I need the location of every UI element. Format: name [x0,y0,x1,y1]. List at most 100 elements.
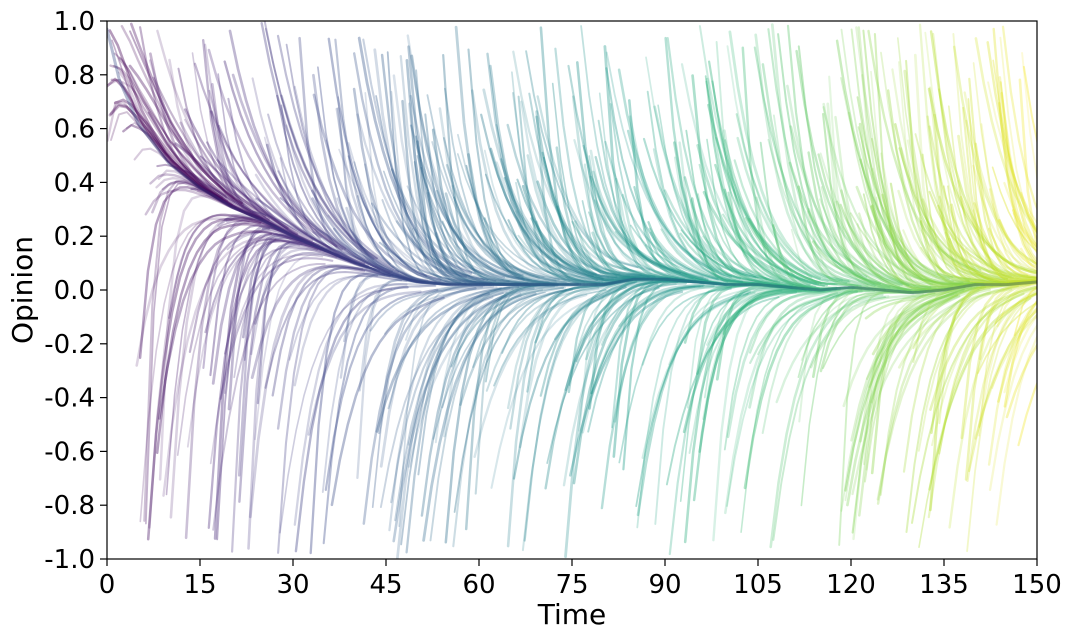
opinion-trajectory [848,111,962,286]
opinion-trajectory [621,193,736,286]
opinion-trajectory [967,98,1037,284]
opinion-trajectory [536,95,651,272]
opinion-trajectory [938,285,1037,455]
opinion-trajectory [457,153,571,279]
opinion-trajectory [457,133,571,282]
opinion-trajectory [554,279,668,341]
opinion-trajectory [426,192,541,286]
opinion-trajectory [870,70,984,290]
opinion-trajectory [769,293,884,549]
opinion-trajectory [609,103,723,285]
opinion-trajectory [250,265,366,379]
opinion-trajectory [871,285,987,356]
opinion-trajectory [364,92,478,286]
x-tick-label: 150 [1012,570,1062,600]
opinion-trajectory [929,285,1037,411]
opinion-trajectory [835,39,950,280]
opinion-trajectory [987,81,1037,225]
opinion-trajectory [840,77,954,278]
opinion-trajectory [1022,65,1037,146]
opinion-trajectory [707,103,821,280]
opinion-trajectory [247,242,362,550]
opinion-trajectory [583,163,698,284]
opinion-trajectory [897,189,1012,285]
opinion-trajectory [486,52,601,284]
opinion-trajectory [110,78,225,204]
opinion-trajectory [924,31,1037,280]
opinion-trajectory [811,240,927,292]
opinion-trajectory [648,227,763,285]
opinion-trajectory [541,151,656,278]
opinion-trajectory [407,45,522,286]
opinion-trajectory [663,189,778,283]
opinion-trajectory [1021,52,1037,183]
opinion-trajectory [378,241,493,284]
opinion-trajectory [929,280,1037,512]
opinion-trajectory [493,289,607,387]
opinion-trajectory [567,64,682,275]
opinion-trajectory [429,289,544,542]
opinion-trajectory [594,199,709,281]
opinion-trajectory [204,43,318,248]
opinion-trajectory [248,264,364,519]
opinion-trajectory [714,137,829,282]
opinion-trajectory [237,234,352,477]
opinion-trajectory [293,283,408,526]
opinion-trajectory [966,291,1037,483]
opinion-trajectory [679,232,794,288]
opinion-trajectory [900,147,1014,279]
opinion-trajectory [184,169,298,239]
opinion-trajectory [501,282,615,354]
opinion-trajectory [489,64,604,284]
opinion-trajectory [806,210,921,294]
opinion-trajectory [978,282,1037,437]
opinion-trajectory [517,95,632,286]
opinion-trajectory [352,87,467,286]
opinion-trajectory [869,205,985,287]
opinion-trajectory [539,26,654,283]
opinion-trajectory [798,287,912,423]
opinion-trajectory [858,122,974,290]
opinion-trajectory [417,284,531,476]
opinion-trajectory [327,37,442,281]
opinion-trajectory [727,191,842,291]
opinion-trajectory [686,284,801,409]
opinion-trajectory [279,288,393,534]
opinion-trajectory [347,142,462,282]
opinion-trajectory [107,77,221,200]
opinion-trajectory [708,60,822,285]
opinion-trajectory [209,254,324,465]
opinion-trajectory [338,148,452,278]
opinion-trajectory [889,182,1004,289]
opinion-trajectory [800,292,914,361]
opinion-trajectory [216,232,330,541]
opinion-trajectory [891,68,1006,281]
opinion-trajectory [512,92,626,284]
opinion-trajectory [600,284,715,510]
opinion-trajectory [459,288,574,406]
opinion-trajectory [665,296,780,486]
opinion-trajectory [357,36,473,275]
opinion-trajectory [386,51,501,286]
opinion-trajectory [572,282,687,485]
opinion-trajectory [704,75,819,290]
opinion-trajectory [107,79,222,201]
opinion-trajectory [315,231,429,284]
opinion-trajectory [575,280,690,363]
opinion-trajectory [588,155,702,283]
opinion-trajectory [726,294,840,507]
opinion-trajectory [1000,92,1037,250]
opinion-trajectory [202,218,317,369]
opinion-trajectory [592,170,707,281]
opinion-trajectory [594,155,709,282]
opinion-trajectory [184,220,299,540]
y-tick-label: 0.0 [54,276,95,306]
opinion-trajectory [974,37,1037,234]
opinion-trajectory [585,279,700,361]
opinion-trajectory [714,163,829,287]
opinion-trajectory [108,102,223,202]
opinion-trajectory [120,25,235,200]
opinion-trajectory [938,281,1037,425]
opinion-trajectory [628,115,743,283]
opinion-trajectory [506,280,621,548]
